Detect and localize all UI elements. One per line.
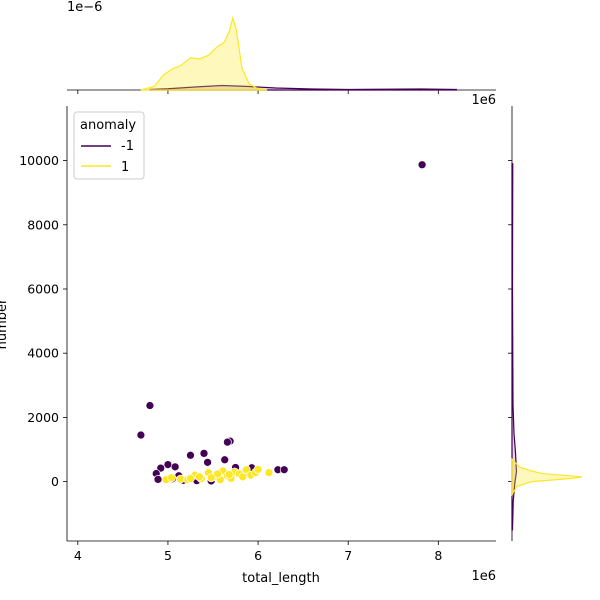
point-anomaly-neg1 <box>199 449 209 458</box>
x-tick-label: 4 <box>74 548 82 563</box>
density-x-anomaly-neg1 <box>149 84 457 91</box>
point-anomaly-neg1 <box>145 401 155 410</box>
y-tick-label: 4000 <box>27 346 59 361</box>
point-anomaly-neg1 <box>163 460 173 469</box>
point-anomaly-pos1 <box>186 474 195 483</box>
density-y-anomaly-neg1 <box>511 163 518 531</box>
x-multiplier-label: 1e6 <box>471 569 496 584</box>
top-marginal-plot <box>67 15 496 94</box>
point-anomaly-pos1 <box>238 472 248 482</box>
y-tick-label: 8000 <box>27 217 59 232</box>
y-axis-label: number <box>0 298 10 349</box>
point-anomaly-pos1 <box>213 469 222 479</box>
point-anomaly-neg1 <box>136 430 146 440</box>
main-top-multiplier-label: 1e6 <box>471 93 496 108</box>
right-marginal-plot <box>508 106 583 541</box>
point-anomaly-neg1 <box>279 465 289 475</box>
scatter-points <box>136 160 427 486</box>
axes: 4 5 6 7 8 0 2000 4000 6000 8000 10000 <box>19 106 496 563</box>
point-anomaly-neg1 <box>186 450 195 460</box>
x-tick-label: 8 <box>434 548 442 563</box>
y-tick-label: 6000 <box>27 281 59 296</box>
legend-label-neg1: -1 <box>121 139 134 154</box>
x-tick-label: 6 <box>254 548 262 563</box>
point-anomaly-pos1 <box>253 465 263 474</box>
point-anomaly-pos1 <box>224 470 234 479</box>
y-tick-label: 10000 <box>19 153 59 168</box>
point-anomaly-neg1 <box>203 457 212 467</box>
point-anomaly-neg1 <box>220 455 230 465</box>
density-x-anomaly-pos1 <box>140 15 268 91</box>
point-anomaly-neg1 <box>170 462 180 472</box>
point-anomaly-pos1 <box>195 472 204 482</box>
legend-label-pos1: 1 <box>121 160 129 175</box>
legend-title: anomaly <box>80 118 136 133</box>
x-axis-label: total_length <box>242 571 320 586</box>
y-tick-label: 2000 <box>27 410 59 425</box>
top-marginal-multiplier-label: 1e−6 <box>67 0 102 15</box>
point-anomaly-pos1 <box>206 473 216 483</box>
point-anomaly-neg1 <box>223 437 232 447</box>
point-anomaly-pos1 <box>264 468 274 477</box>
x-tick-label: 5 <box>164 548 172 563</box>
point-anomaly-pos1 <box>167 473 176 483</box>
legend: anomaly -1 1 <box>73 111 145 180</box>
density-y-anomaly-pos1 <box>511 457 583 497</box>
point-anomaly-pos1 <box>176 474 185 484</box>
point-anomaly-neg1 <box>153 475 163 484</box>
x-tick-label: 7 <box>344 548 352 563</box>
y-tick-label: 0 <box>51 474 59 489</box>
point-anomaly-neg1 <box>417 160 427 170</box>
